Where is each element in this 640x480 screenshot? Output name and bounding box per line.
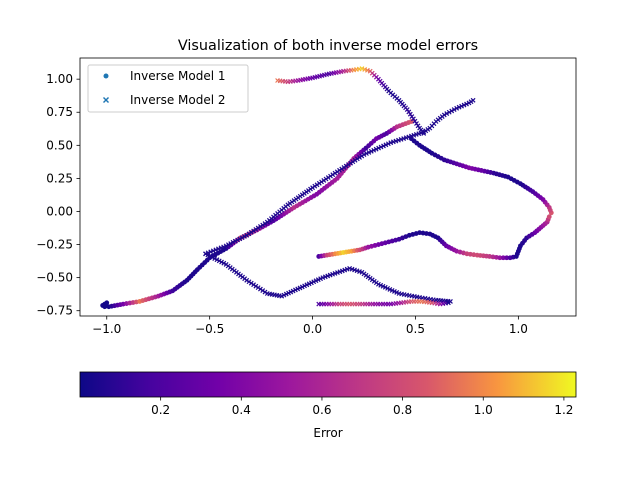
model-1-point — [504, 255, 510, 261]
model-2-point — [446, 109, 452, 115]
model-2-point — [454, 105, 460, 111]
model-2-point — [441, 112, 447, 118]
x-tick-label: 0.5 — [406, 322, 425, 336]
legend-label-model-1: Inverse Model 1 — [130, 69, 226, 83]
colorbar-tick-label: 0.4 — [232, 403, 251, 417]
y-tick-label: 0.75 — [46, 105, 73, 119]
model-2-point — [445, 300, 451, 306]
legend: Inverse Model 1 Inverse Model 2 — [87, 64, 249, 113]
model-2-point — [210, 248, 216, 254]
model-2-point — [459, 103, 464, 109]
plot-area: −1.0 −0.5 0.0 0.5 1.0 −0.75 −0.50 −0.25 0.00 0.2… — [36, 57, 577, 336]
y-tick-label: 0.00 — [46, 204, 73, 218]
y-tick-label: −0.25 — [36, 238, 73, 252]
x-tick-label: 1.0 — [509, 322, 528, 336]
y-tick-label: −0.75 — [36, 304, 73, 318]
x-tick-label: −1.0 — [92, 322, 121, 336]
model-2-point — [456, 104, 462, 110]
colorbar-gradient — [79, 371, 577, 398]
y-tick-label: −0.50 — [36, 271, 73, 285]
colorbar-tick-label: 0.2 — [151, 403, 170, 417]
legend-label-model-2: Inverse Model 2 — [130, 93, 226, 107]
chart-title: Visualization of both inverse model erro… — [178, 38, 478, 54]
colorbar-tick-label: 0.6 — [312, 403, 331, 417]
model-1-point — [497, 255, 503, 261]
model-1-point — [500, 255, 506, 261]
colorbar-ticks: 0.2 0.4 0.6 0.8 1.0 1.2 — [151, 397, 573, 417]
x-axis: −1.0 −0.5 0.0 0.5 1.0 — [92, 316, 528, 336]
y-tick-label: 0.25 — [46, 171, 73, 185]
y-tick-label: 1.00 — [46, 72, 73, 86]
colorbar-tick-label: 1.2 — [554, 403, 573, 417]
model-2-point — [205, 250, 211, 256]
colorbar-tick-label: 0.8 — [393, 403, 412, 417]
y-tick-label: 0.50 — [46, 138, 73, 152]
model-2-point — [218, 245, 224, 251]
model-2-point — [461, 102, 467, 108]
x-tick-label: 0.0 — [303, 322, 322, 336]
model-1-point — [546, 214, 552, 220]
legend-marker-circle — [103, 73, 109, 79]
model-2-point — [221, 244, 226, 250]
model-2-point — [444, 111, 450, 116]
marks-layer — [100, 66, 554, 310]
model-2-point — [215, 246, 221, 252]
model-2-point — [470, 97, 476, 103]
legend-box — [87, 64, 249, 113]
colorbar: 0.2 0.4 0.6 0.8 1.0 1.2 Error — [79, 371, 577, 440]
colorbar-tick-label: 1.0 — [474, 403, 493, 417]
model-2-point — [421, 130, 427, 136]
x-tick-label: −0.5 — [195, 322, 224, 336]
model-2-point — [213, 247, 219, 253]
model-2-point — [203, 251, 208, 257]
model-2-point — [451, 107, 457, 113]
y-axis: −0.75 −0.50 −0.25 0.00 0.25 0.50 0.75 1.00 — [36, 72, 80, 318]
legend-marker-x — [103, 97, 109, 103]
model-2-point — [208, 249, 214, 255]
colorbar-label: Error — [313, 426, 342, 440]
model-2-point — [449, 108, 455, 114]
model-2-point — [464, 101, 469, 107]
